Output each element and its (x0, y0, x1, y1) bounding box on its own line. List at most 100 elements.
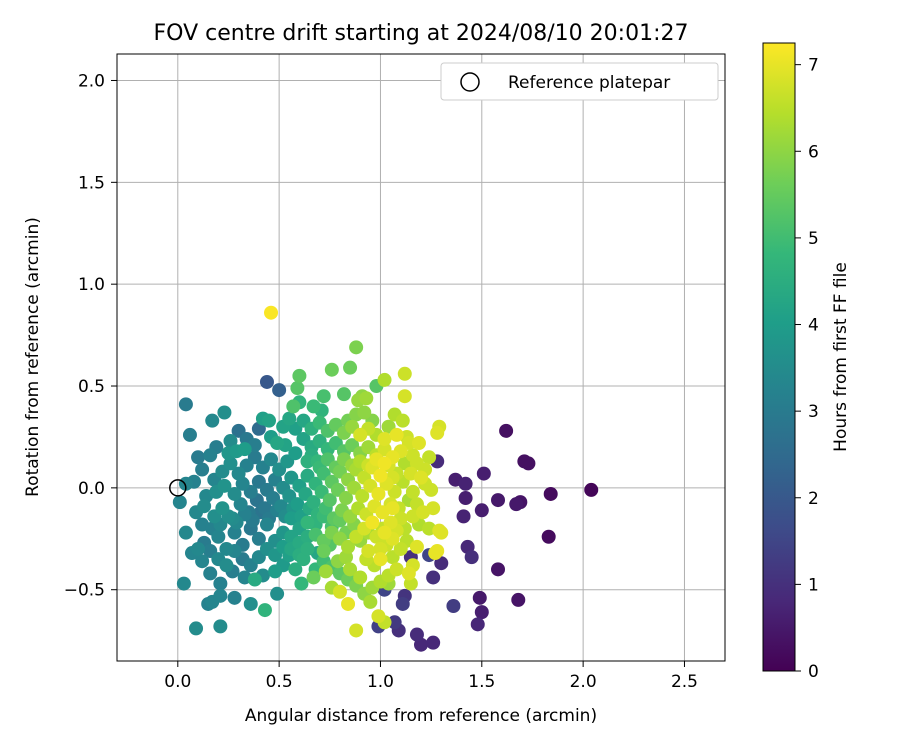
data-point (300, 454, 315, 469)
data-point (217, 405, 232, 420)
colorbar-label: Hours from first FF file (831, 262, 851, 452)
data-point (233, 497, 248, 512)
data-point (178, 397, 193, 412)
data-point (365, 515, 380, 530)
data-point (259, 374, 274, 389)
grid-lines (117, 54, 725, 661)
data-point (213, 619, 228, 634)
data-point (343, 360, 358, 375)
x-axis-label: Angular distance from reference (arcmin) (245, 706, 597, 726)
data-points (172, 305, 599, 652)
data-point (264, 452, 279, 467)
data-point (357, 405, 372, 420)
data-point (336, 387, 351, 402)
data-point (359, 391, 374, 406)
colorbar-tick-label: 1 (808, 575, 819, 595)
data-point (511, 592, 526, 607)
data-point (414, 470, 428, 485)
data-point (203, 448, 218, 463)
data-point (397, 389, 412, 404)
data-point (434, 556, 449, 571)
data-point (268, 564, 283, 579)
colorbar-ticks: 0 1 2 3 4 5 6 7 (795, 56, 819, 682)
data-point (227, 590, 242, 605)
data-point (353, 427, 368, 442)
y-tick-label: −0.5 (64, 581, 105, 601)
data-point (211, 529, 226, 544)
data-point (411, 436, 426, 451)
colorbar-tick-label: 5 (808, 229, 819, 249)
data-point (397, 366, 412, 381)
data-point (349, 623, 364, 638)
data-point (464, 550, 479, 565)
data-point (341, 596, 356, 611)
data-point (292, 368, 307, 383)
data-point (306, 570, 321, 585)
data-point (219, 558, 234, 573)
data-point (219, 541, 234, 556)
y-tick-label: 1.5 (78, 173, 105, 193)
x-axis-ticks: 0.0 0.5 1.0 1.5 2.0 2.5 (164, 661, 698, 692)
data-point (446, 599, 461, 614)
data-point (470, 617, 485, 632)
data-point (290, 381, 305, 396)
plot-frame (116, 53, 726, 662)
data-point (395, 413, 410, 428)
data-point (306, 495, 321, 510)
data-point (288, 562, 303, 577)
data-point (343, 562, 358, 577)
data-point (213, 588, 228, 603)
data-point (458, 476, 473, 491)
data-point (306, 399, 321, 414)
colorbar-tick-label: 6 (808, 142, 819, 162)
y-tick-label: 2.0 (78, 71, 105, 91)
data-point (215, 501, 230, 516)
data-point (377, 525, 392, 540)
data-point (182, 427, 197, 442)
data-point (426, 501, 441, 516)
colorbar-tick-label: 0 (808, 662, 819, 682)
x-tick-label: 1.0 (367, 672, 394, 692)
data-point (428, 546, 443, 561)
data-point (322, 493, 337, 508)
data-point (371, 486, 386, 501)
data-point (509, 497, 524, 512)
data-point (361, 544, 376, 559)
data-point (231, 466, 246, 481)
data-point (383, 515, 398, 530)
data-point (430, 425, 445, 440)
legend-label: Reference platepar (508, 73, 670, 93)
data-point (373, 541, 388, 556)
data-point (409, 456, 424, 471)
reference-marker (169, 479, 187, 497)
data-point (393, 541, 408, 556)
data-point (395, 596, 410, 611)
data-point (316, 544, 331, 559)
data-point (223, 434, 238, 449)
data-point (178, 476, 193, 491)
data-point (300, 515, 315, 530)
y-tick-label: 0.5 (78, 377, 105, 397)
data-point (456, 509, 471, 524)
data-point (191, 541, 206, 556)
data-point (377, 431, 392, 446)
data-point (247, 572, 262, 587)
data-point (373, 468, 388, 483)
data-point (300, 541, 315, 556)
x-tick-label: 0.0 (164, 672, 191, 692)
data-point (426, 635, 441, 650)
data-point (294, 576, 309, 591)
data-point (491, 493, 506, 508)
data-point (458, 491, 473, 506)
data-point (318, 564, 333, 579)
x-tick-label: 1.5 (468, 672, 495, 692)
data-point (251, 531, 266, 546)
data-point (205, 413, 220, 428)
data-point (178, 525, 193, 540)
data-point (387, 615, 402, 630)
data-point (584, 482, 599, 497)
data-point (259, 517, 274, 532)
data-point (401, 566, 416, 581)
data-point (195, 554, 210, 569)
data-point (476, 466, 491, 481)
